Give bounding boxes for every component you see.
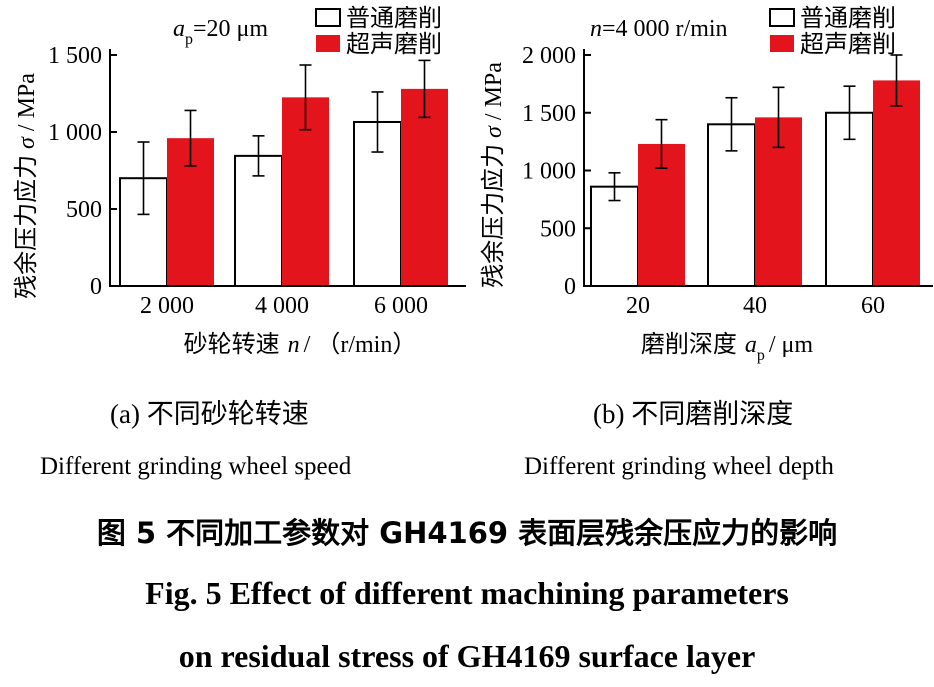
legend-swatch-ultrasonic — [770, 35, 794, 52]
y-axis-title-unit: / MPa — [481, 62, 507, 120]
legend-label-ultrasonic: 超声磨削 — [346, 31, 442, 58]
y-tick-label: 0 — [90, 274, 102, 300]
legend: 普通磨削 超声磨削 — [769, 5, 896, 58]
parameter-label: ap=20 μm — [173, 16, 268, 48]
y-tick-label: 500 — [540, 216, 576, 242]
x-tick-label: 6 000 — [374, 293, 428, 319]
parameter-label: n=4 000 r/min — [590, 16, 728, 42]
bar-ultrasonic — [401, 88, 448, 286]
x-ticks: 20 40 60 — [626, 293, 885, 319]
bar-ultrasonic — [873, 80, 920, 286]
y-axis-title-symbol: σ — [14, 136, 40, 149]
svg-text:残余压力应力σ/ MPa: 残余压力应力 σ / MPa — [13, 73, 40, 299]
figure-caption-cn: 图 5 不同加工参数对 GH4169 表面层残余压应力的影响 — [96, 516, 838, 550]
bar-ordinary — [590, 185, 639, 287]
subcaption-b-cn: (b) 不同磨削深度 — [593, 399, 794, 429]
x-axis-title-cn: 砂轮转速 — [184, 331, 280, 358]
figure-caption-en-line2: on residual stress of GH4169 surface lay… — [178, 638, 756, 674]
y-tick-label: 1 500 — [48, 43, 102, 69]
y-ticks: 0 500 1 000 1 500 2 000 — [522, 43, 591, 300]
y-axis-title: 残余压力应力 σ / MPa — [480, 62, 507, 288]
legend-label-ultrasonic: 超声磨削 — [800, 31, 896, 58]
y-tick-label: 1 000 — [48, 120, 102, 146]
x-tick-label: 2 000 — [140, 293, 194, 319]
x-axis-title-symbol: a — [745, 332, 757, 358]
x-axis-title-cn: 磨削深度 — [641, 331, 737, 358]
x-axis-title: 磨削深度 ap / μm — [641, 331, 814, 364]
subcaption-b-en: Different grinding wheel depth — [524, 453, 834, 480]
x-tick-label: 40 — [743, 293, 767, 319]
x-tick-label: 4 000 — [255, 293, 309, 319]
chart-wheel-speed: 残余压力应力 σ / MPa 0 500 1 000 1 500 2 000 4 000 6 … — [13, 5, 466, 358]
x-ticks: 2 000 4 000 6 000 — [140, 293, 428, 319]
y-axis-title-cn: 残余压力应力 — [480, 144, 507, 288]
legend-label-ordinary: 普通磨削 — [346, 5, 442, 32]
x-axis-title: 砂轮转速 n / （r/min） — [184, 331, 417, 358]
bars — [590, 80, 920, 287]
y-tick-label: 1 000 — [522, 159, 576, 185]
bars — [119, 88, 448, 287]
y-axis-title-cn: 残余压力应力 — [13, 155, 40, 299]
legend-swatch-ultrasonic — [316, 35, 340, 52]
legend-swatch-ordinary — [315, 8, 341, 27]
error-bars — [608, 54, 903, 202]
legend: 普通磨削 超声磨削 — [315, 5, 442, 58]
subcaption-a-en: Different grinding wheel speed — [40, 453, 352, 480]
y-ticks: 0 500 1 000 1 500 — [48, 43, 117, 300]
x-tick-label: 60 — [861, 293, 885, 319]
y-tick-label: 500 — [66, 197, 102, 223]
x-tick-label: 20 — [626, 293, 650, 319]
plot-frame — [109, 49, 466, 287]
subcaption-a-cn: (a) 不同砂轮转速 — [110, 399, 309, 429]
y-axis-title: 残余压力应力 σ / MPa — [13, 73, 40, 299]
y-tick-label: 0 — [564, 274, 576, 300]
x-axis-title-subscript: p — [757, 347, 765, 364]
legend-swatch-ordinary — [769, 8, 795, 27]
y-axis-title-unit: / MPa — [14, 73, 40, 131]
x-axis-title-unit: / （r/min） — [304, 332, 417, 358]
legend-label-ordinary: 普通磨削 — [800, 5, 896, 32]
svg-text:残余压力应力σ/ MPa: 残余压力应力 σ / MPa — [480, 62, 507, 288]
error-bars — [137, 59, 431, 216]
plot-frame — [583, 49, 933, 287]
y-tick-label: 2 000 — [522, 43, 576, 69]
x-axis-title-unit: / μm — [769, 332, 814, 358]
y-axis-title-symbol: σ — [481, 125, 507, 138]
x-axis-title-symbol: n — [288, 332, 300, 358]
y-tick-label: 1 500 — [522, 101, 576, 127]
figure-caption-en-line1: Fig. 5 Effect of different machining par… — [145, 575, 789, 611]
